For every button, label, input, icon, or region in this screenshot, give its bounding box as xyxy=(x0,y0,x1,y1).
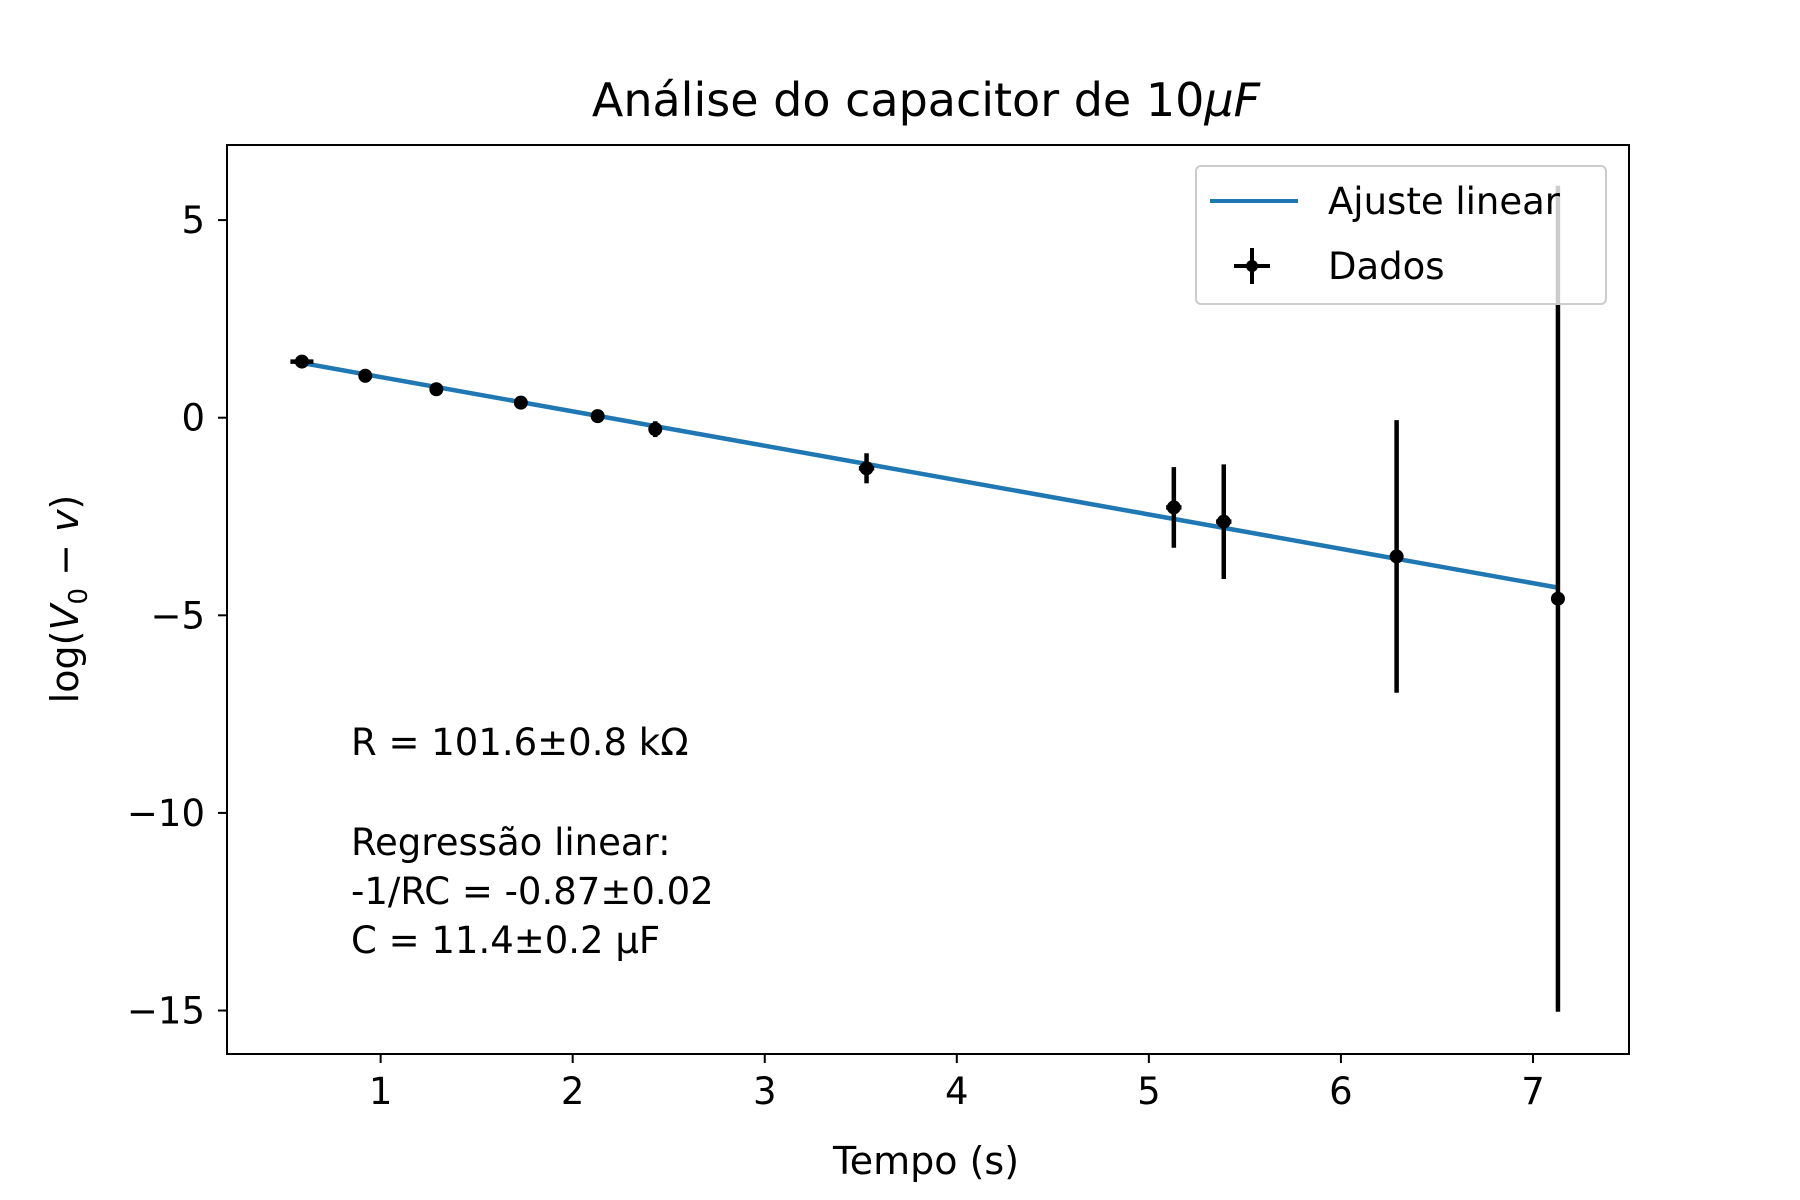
y-tick-label-0: 5 xyxy=(181,199,205,242)
data-marker-9 xyxy=(1389,549,1404,564)
x-tick-label-3: 4 xyxy=(945,1070,969,1113)
annotation-slope: -1/RC = -0.87±0.02 xyxy=(351,870,714,913)
fit-line xyxy=(293,359,1559,590)
data-marker-1 xyxy=(358,368,373,383)
x-tick-label-4: 5 xyxy=(1137,1070,1161,1113)
data-point-5 xyxy=(648,421,663,438)
legend-label-data: Dados xyxy=(1328,245,1445,288)
legend-errorbar-swatch xyxy=(1234,248,1270,284)
plot-frame xyxy=(226,144,1630,1055)
plot-marks xyxy=(290,185,1565,1012)
data-point-7 xyxy=(1166,467,1182,548)
legend-label-fit: Ajuste linear xyxy=(1328,180,1561,223)
x-axis-label: Tempo (s) xyxy=(832,1139,1019,1183)
data-marker-6 xyxy=(859,461,874,476)
legend-frame xyxy=(1195,165,1607,305)
x-tick-label-2: 3 xyxy=(753,1070,777,1113)
x-tick-label-0: 1 xyxy=(369,1070,393,1113)
x-tick-label-6: 7 xyxy=(1521,1070,1545,1113)
annotation-regression-heading: Regressão linear: xyxy=(351,821,671,864)
data-marker-3 xyxy=(513,395,528,410)
data-marker-0 xyxy=(294,354,309,369)
annotation-capacitance: C = 11.4±0.2 μF xyxy=(351,919,660,962)
data-marker-7 xyxy=(1166,500,1181,515)
data-point-0 xyxy=(290,354,314,369)
data-point-6 xyxy=(858,453,875,484)
data-marker-10 xyxy=(1550,591,1565,606)
data-point-3 xyxy=(513,395,528,410)
y-tick-label-4: −15 xyxy=(127,990,205,1033)
y-axis-label: log(V0 − v) xyxy=(43,495,94,704)
x-tick-label-5: 6 xyxy=(1329,1070,1353,1113)
data-point-9 xyxy=(1389,420,1404,693)
data-point-2 xyxy=(429,382,444,397)
data-point-8 xyxy=(1216,464,1232,579)
legend: Ajuste linear Dados xyxy=(1195,165,1607,305)
y-tick-label-3: −10 xyxy=(127,792,205,835)
data-point-4 xyxy=(590,409,605,424)
chart-title: Análise do capacitor de 10μF xyxy=(592,73,1261,127)
data-marker-4 xyxy=(590,409,605,424)
y-tick-label-1: 0 xyxy=(181,397,205,440)
data-marker-2 xyxy=(429,382,444,397)
y-tick-label-2: −5 xyxy=(150,594,205,637)
data-point-1 xyxy=(358,368,373,383)
data-point-10 xyxy=(1550,185,1565,1012)
annotation-resistance: R = 101.6±0.8 kΩ xyxy=(351,721,688,764)
x-tick-label-1: 2 xyxy=(561,1070,585,1113)
data-marker-8 xyxy=(1216,514,1231,529)
data-marker-5 xyxy=(648,422,663,437)
axis-ticks: 1 2 3 4 5 6 7 5 0 −5 −10 −15 xyxy=(127,199,1545,1113)
annotation-box: R = 101.6±0.8 kΩ Regressão linear: -1/RC… xyxy=(351,721,714,962)
